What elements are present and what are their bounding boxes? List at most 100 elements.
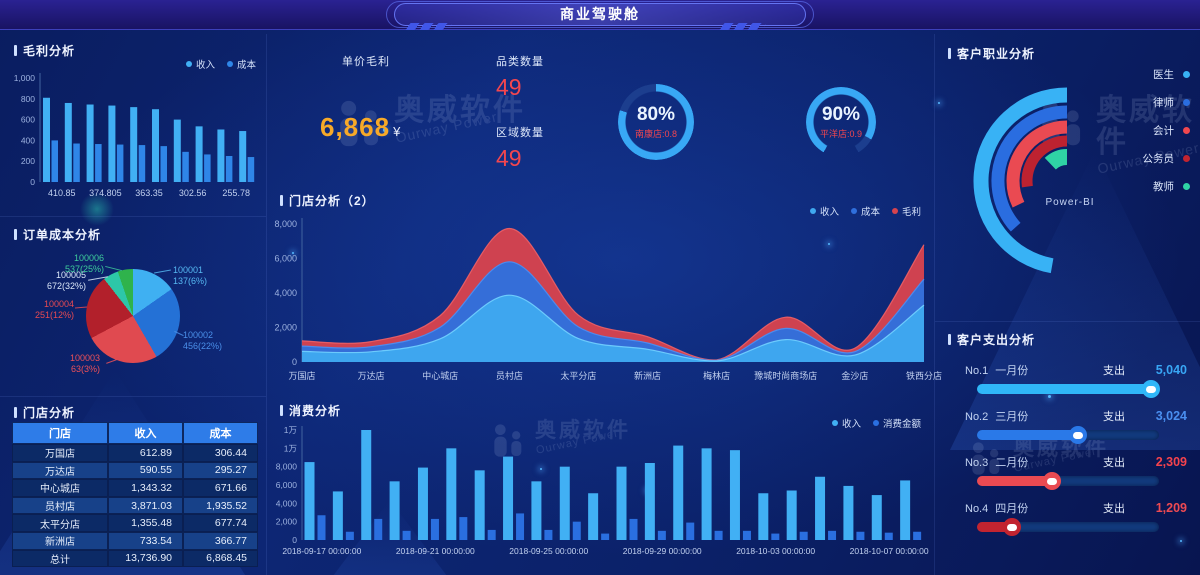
svg-text:410.85: 410.85 [48,188,76,198]
store-area-legend: 收入 成本 毛利 [809,204,921,218]
unit-profit-value: 6,868 ¥ [320,112,402,142]
legend-item[interactable]: 收入 [809,204,839,218]
table-cell: 306.44 [183,444,258,462]
pie-slice-label: 100006 537(25%) [64,253,104,274]
table-row: 万国店 612.89 306.44 [12,444,258,462]
region-count-label: 区域数量 [496,127,544,139]
svg-text:600: 600 [21,115,35,125]
svg-text:2018-09-25 00:00:00: 2018-09-25 00:00:00 [509,546,588,556]
unit-profit-label: 单价毛利 [342,56,390,68]
svg-text:8,000: 8,000 [276,462,298,472]
legend-item[interactable]: 收入 [831,416,861,430]
pie-leader-line [106,359,117,364]
svg-text:2018-09-17 00:00:00: 2018-09-17 00:00:00 [282,546,361,556]
store-table-body: 万国店 612.89 306.44 万达店 590.55 295.27 中心城店 1,343.… [12,444,258,568]
svg-text:2018-09-29 00:00:00: 2018-09-29 00:00:00 [623,546,702,556]
svg-text:400: 400 [21,135,35,145]
month-label: 二月份 [995,457,1029,469]
svg-text:1万: 1万 [284,443,297,453]
svg-text:363.35: 363.35 [135,188,163,198]
table-row: 新洲店 733.54 366.77 [12,531,258,550]
panel-title-text: 消费分析 [289,404,342,418]
table-cell: 3,871.03 [108,496,183,515]
legend-dot-icon [185,61,192,67]
slider-knob-icon[interactable] [1003,518,1022,536]
table-cell: 万达店 [12,461,108,480]
svg-text:4,000: 4,000 [274,288,297,298]
legend-item[interactable]: 收入 [185,57,215,71]
occupation-radial-chart[interactable] [950,86,1170,291]
expense-label: 支出 [1103,457,1125,469]
expense-slider[interactable] [977,426,1159,444]
panel-title-text: 客户职业分析 [957,47,1036,61]
rank-label: No.4 [965,503,989,515]
gauge-store-label: 南康店:0.8 [634,129,677,139]
gross-profit-bar-chart[interactable]: 1,000 800 600 400 200 0 410.85 374.805 363.35 302… [8,70,264,214]
panel-title-text: 门店分析（2） [289,194,375,208]
expense-value: 1,209 [1155,501,1187,515]
panel-title: 毛利分析 [14,42,264,59]
legend-item[interactable]: 成本 [850,204,880,218]
panel-title: 门店分析 [14,404,264,421]
table-header-cell: 成本 [183,422,258,444]
table-cell: 总计 [12,549,108,568]
legend-dot-icon [1183,154,1190,162]
legend-item[interactable]: 律师 [1143,88,1190,116]
order-cost-pie-chart[interactable] [86,269,180,363]
gauge-ring [618,84,694,160]
panel-title: 客户支出分析 [948,331,1200,348]
slider-knob-icon[interactable] [1141,380,1160,398]
slider-knob-icon[interactable] [1043,472,1062,490]
table-cell: 万国店 [12,444,108,462]
legend-item[interactable]: 成本 [226,57,256,71]
pie-slice-label: 100005 672(32%) [46,270,86,291]
panel-occupation: 客户职业分析 医生 律师 会计 公务员 教师 Power-BI [935,36,1200,321]
occupation-legend: 医生 律师 会计 公务员 教师 [1143,60,1190,200]
svg-text:302.56: 302.56 [179,188,207,198]
table-row: 员村店 3,871.03 1,935.52 [12,496,258,515]
panel-title-text: 毛利分析 [23,44,76,58]
table-cell: 733.54 [108,531,183,550]
slider-knob-icon[interactable] [1068,426,1087,444]
svg-text:太平分店: 太平分店 [560,370,596,381]
table-cell: 1,355.48 [108,514,183,532]
panel-order-cost: 订单成本分析 100001 137(6%) 100002 456(22%) 1000… [8,218,264,396]
svg-text:新洲店: 新洲店 [634,370,661,381]
category-count-value: 49 [496,74,522,100]
pie-leader-line [154,269,171,274]
expense-value: 3,024 [1155,409,1187,423]
panel-title: 客户职业分析 [948,45,1200,62]
svg-text:2018-10-07 00:00:00: 2018-10-07 00:00:00 [850,546,929,556]
svg-text:8,000: 8,000 [274,219,297,229]
legend-item[interactable]: 会计 [1143,116,1190,144]
svg-text:金沙店: 金沙店 [841,370,868,381]
legend-dot-icon [1183,126,1190,134]
table-cell: 590.55 [108,461,183,480]
expense-slider[interactable] [977,380,1160,398]
gross-profit-legend: 收入 成本 [185,57,256,71]
table-cell: 671.66 [183,479,258,497]
legend-dot-icon [850,208,857,214]
svg-text:2,000: 2,000 [276,517,298,527]
svg-text:2,000: 2,000 [274,323,297,333]
category-count-label: 品类数量 [496,56,544,68]
month-label: 一月份 [995,365,1029,377]
panel-store-table: 门店分析 门店 收入 成本 万国店 612.89 306.44 万达店 590.55 295.… [8,398,264,575]
legend-item[interactable]: 公务员 [1143,144,1190,172]
store-area-chart[interactable]: 8,000 6,000 4,000 2,000 0 万国店 万达店 中心城店 员村店 太平分店 新洲… [274,212,942,394]
legend-dot-icon [831,420,838,426]
expense-row: No.4 四月份 支出 1,209 [965,500,1187,536]
panel-title: 订单成本分析 [14,226,264,243]
legend-item[interactable]: 毛利 [891,204,921,218]
pie-slice-label: 100002 456(22%) [183,330,223,351]
svg-text:6,000: 6,000 [276,480,298,490]
legend-item[interactable]: 教师 [1143,172,1190,200]
svg-text:万达店: 万达店 [358,370,385,381]
table-cell: 1,935.52 [183,496,258,515]
legend-item[interactable]: 消费金额 [872,416,921,430]
expense-slider[interactable] [977,518,1159,536]
expense-slider[interactable] [977,472,1159,490]
legend-item[interactable]: 医生 [1143,60,1190,88]
